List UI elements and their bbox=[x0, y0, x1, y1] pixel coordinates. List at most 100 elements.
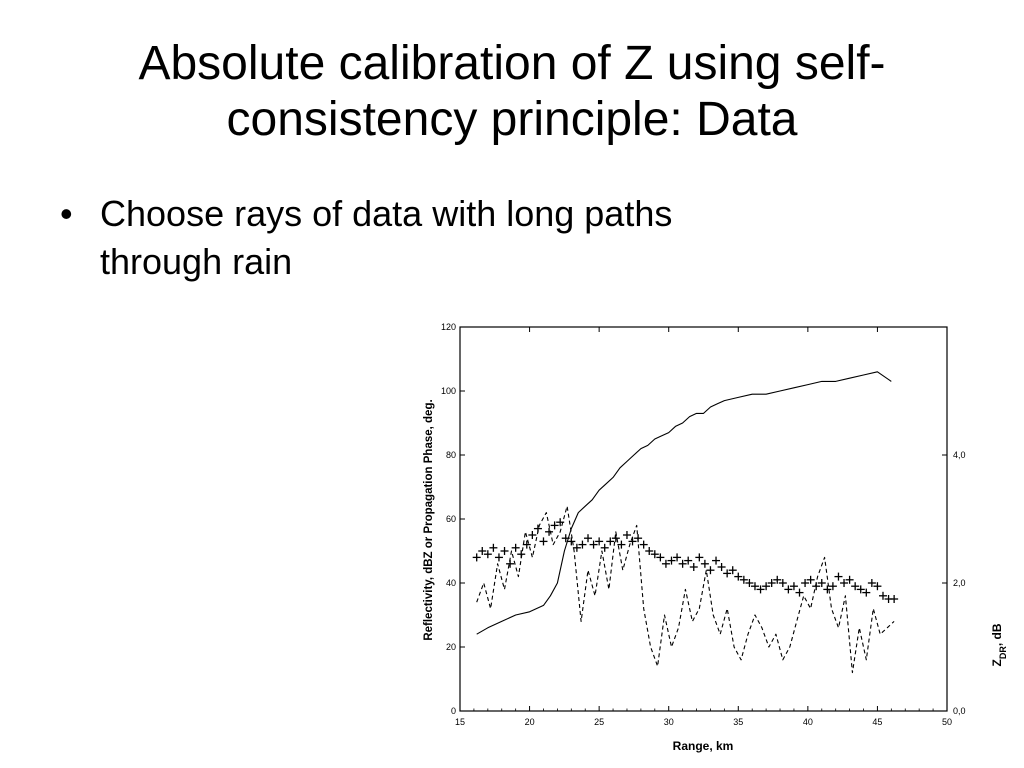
data-point-marker bbox=[745, 579, 754, 587]
y2-axis-label: ZDR, dB bbox=[990, 623, 1008, 666]
data-point-marker bbox=[589, 540, 598, 549]
phase-solid-line bbox=[476, 371, 892, 635]
data-point-marker bbox=[489, 543, 498, 552]
data-point-marker bbox=[528, 531, 537, 539]
data-point-marker bbox=[750, 582, 759, 591]
data-point-marker bbox=[678, 559, 687, 568]
data-point-marker bbox=[667, 556, 676, 565]
data-point-marker bbox=[712, 556, 721, 565]
data-point-marker bbox=[561, 534, 570, 543]
data-point-marker bbox=[661, 559, 670, 568]
data-point-marker bbox=[723, 569, 732, 578]
data-point-marker bbox=[522, 540, 531, 549]
data-point-marker bbox=[478, 547, 487, 555]
y-tick-label: 80 bbox=[446, 450, 456, 460]
slide-title: Absolute calibration of Z using self- co… bbox=[0, 36, 1024, 148]
data-point-marker bbox=[789, 582, 798, 591]
data-point-marker bbox=[572, 543, 581, 552]
data-point-marker bbox=[806, 575, 815, 584]
data-point-marker bbox=[845, 575, 854, 584]
data-point-marker bbox=[622, 531, 631, 539]
data-point-marker bbox=[500, 547, 509, 555]
data-point-marker bbox=[578, 540, 587, 549]
data-point-marker bbox=[878, 591, 887, 600]
data-point-marker bbox=[828, 582, 837, 591]
x-axis-label: Range, km bbox=[673, 739, 734, 753]
data-point-marker bbox=[639, 540, 648, 549]
range-profile-chart: 15 20 25 30 35 40 45 50 0 20 40 60 80 100 120 0,0 2,0 4,0… bbox=[423, 322, 1008, 753]
data-point-marker bbox=[762, 582, 771, 591]
data-point-marker bbox=[773, 575, 782, 584]
x-tick-label: 40 bbox=[803, 717, 813, 727]
data-point-marker bbox=[494, 553, 503, 562]
data-point-marker bbox=[801, 579, 810, 587]
data-point-marker bbox=[717, 563, 726, 571]
data-point-marker bbox=[734, 572, 743, 581]
bullet-list: Choose rays of data with long paths thro… bbox=[60, 190, 880, 286]
data-point-marker bbox=[890, 595, 899, 603]
data-point-marker bbox=[539, 537, 548, 546]
data-point-marker bbox=[584, 534, 593, 543]
x-tick-label: 35 bbox=[733, 717, 743, 727]
slide-title-line-2: consistency principle: Data bbox=[226, 93, 798, 146]
data-point-marker bbox=[673, 553, 682, 562]
data-point-marker bbox=[862, 588, 871, 597]
plot-area-frame bbox=[459, 326, 948, 712]
data-point-marker bbox=[689, 563, 698, 571]
data-point-marker bbox=[483, 550, 492, 559]
data-point-marker bbox=[728, 566, 737, 575]
y-tick-label: 120 bbox=[441, 322, 456, 332]
x-tick-label: 30 bbox=[664, 717, 674, 727]
bullet-text-line-1: Choose rays of data with long paths bbox=[100, 193, 673, 234]
data-point-marker bbox=[550, 521, 559, 530]
x-tick-label: 15 bbox=[455, 717, 465, 727]
data-point-marker bbox=[684, 556, 693, 565]
data-point-marker bbox=[545, 527, 554, 536]
y-axis-label: Reflectivity, dBZ or Propagation Phase, … bbox=[423, 399, 435, 640]
data-point-marker bbox=[856, 585, 865, 594]
data-point-marker bbox=[795, 588, 804, 597]
y-tick-label: 100 bbox=[441, 386, 456, 396]
data-point-marker bbox=[472, 553, 481, 562]
data-point-marker bbox=[617, 540, 626, 549]
data-point-marker bbox=[650, 550, 659, 559]
x-tick-label: 45 bbox=[872, 717, 882, 727]
data-point-marker bbox=[739, 575, 748, 584]
data-point-marker bbox=[606, 537, 615, 546]
data-point-marker bbox=[567, 537, 576, 546]
slide-title-line-1: Absolute calibration of Z using self- bbox=[138, 37, 886, 90]
data-point-marker bbox=[628, 537, 637, 546]
data-point-marker bbox=[595, 537, 604, 546]
y2-tick-label: 0,0 bbox=[953, 706, 966, 716]
data-point-marker bbox=[840, 579, 849, 587]
data-point-marker bbox=[851, 582, 860, 591]
data-point-marker bbox=[834, 572, 843, 581]
y2-tick-label: 2,0 bbox=[953, 578, 966, 588]
x-tick-label: 20 bbox=[525, 717, 535, 727]
y-tick-label: 0 bbox=[451, 706, 456, 716]
bullet-text-line-2: through rain bbox=[100, 241, 293, 282]
data-point-marker bbox=[778, 579, 787, 587]
y-tick-label: 60 bbox=[446, 514, 456, 524]
data-point-marker bbox=[700, 559, 709, 568]
y2-tick-label: 4,0 bbox=[953, 450, 966, 460]
data-point-marker bbox=[867, 579, 876, 587]
data-point-marker bbox=[823, 585, 832, 594]
data-point-marker bbox=[695, 553, 704, 562]
bullet-item: Choose rays of data with long paths thro… bbox=[60, 190, 880, 286]
data-point-marker bbox=[817, 579, 826, 587]
data-point-marker bbox=[706, 566, 715, 575]
data-point-marker bbox=[767, 579, 776, 587]
data-point-marker bbox=[645, 547, 654, 555]
data-point-marker bbox=[756, 585, 765, 594]
y-tick-label: 20 bbox=[446, 642, 456, 652]
data-point-marker bbox=[600, 543, 609, 552]
data-point-marker bbox=[873, 582, 882, 591]
data-point-marker bbox=[656, 553, 665, 562]
x-tick-label: 50 bbox=[942, 717, 952, 727]
zdr-dashed-line bbox=[476, 505, 895, 674]
y-tick-label: 40 bbox=[446, 578, 456, 588]
x-tick-label: 25 bbox=[594, 717, 604, 727]
data-point-marker bbox=[784, 585, 793, 594]
data-point-marker bbox=[511, 543, 520, 552]
